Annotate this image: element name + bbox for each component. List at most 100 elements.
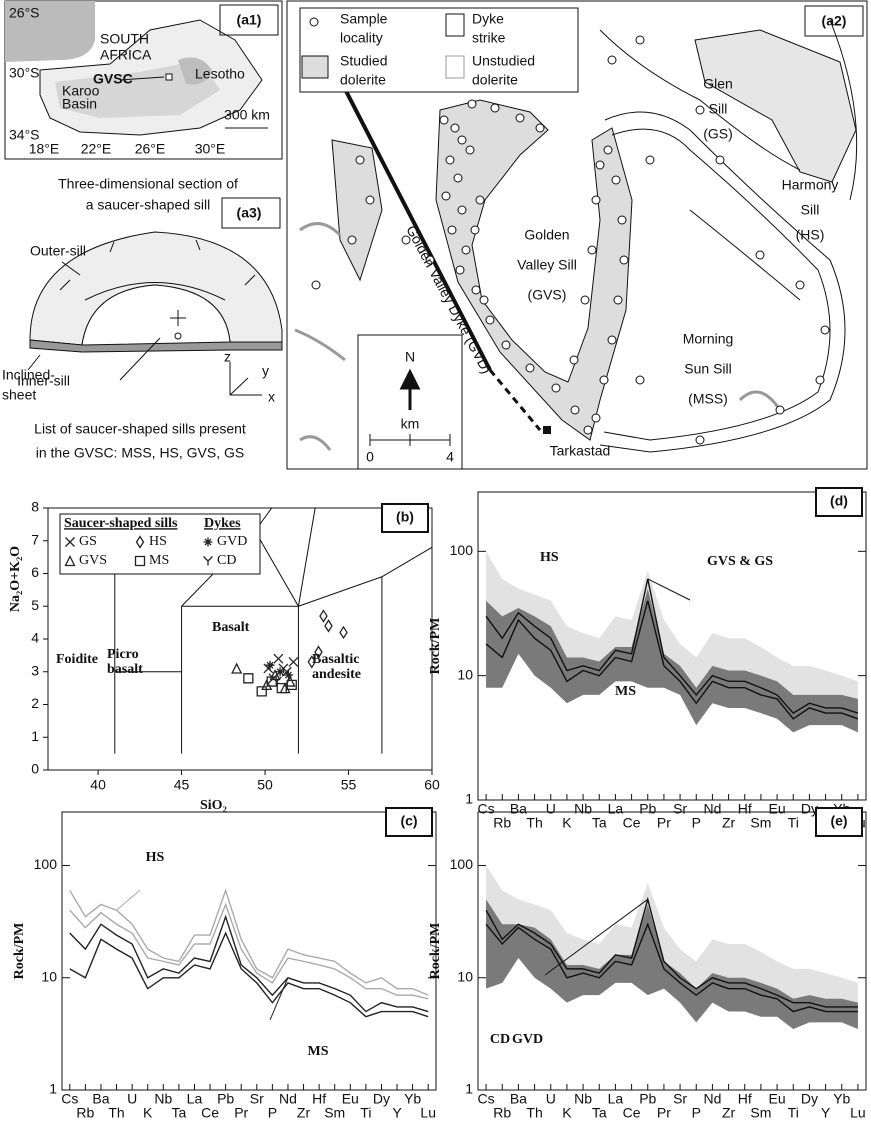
point [286,679,297,690]
a1-neighbour [5,1,95,62]
x-tick-label: Rb [76,1105,94,1121]
a3-title: Three-dimensional section of [58,176,238,192]
sample-locality [465,145,475,155]
scale-unit: km [401,416,420,432]
sample-locality [525,363,535,373]
legend-sample [309,17,319,27]
sample-locality [613,295,623,305]
annotation-leader [544,898,649,976]
y-tick-label: 100 [450,542,474,558]
a2-legend [299,7,579,93]
y-axis-label: Na₂O+K₂O [8,546,23,612]
sample-locality [815,375,825,385]
legend-label: Sample [340,11,388,27]
axis-letter: z [224,349,231,365]
sample-locality [645,155,655,165]
sample-locality [775,405,785,415]
x-tick-label: U [127,1091,137,1107]
sample-locality [587,245,597,255]
x-tick-label: P [692,815,701,831]
y-axis-label: Rock/PM [12,923,27,980]
gvd-dyke [328,59,492,371]
x-tick-label: Sr [673,1091,687,1107]
y-tick-label: 10 [41,968,57,984]
legend-box [59,513,261,575]
x-tick-label: Hf [738,801,752,817]
dip-symbol [170,310,186,326]
sill-label: (MSS) [688,391,728,407]
point [278,663,289,673]
axis-letter: y [262,363,269,379]
sill-label: Sill [709,101,728,117]
x-tick-label: Eu [769,1091,786,1107]
sample-locality [457,135,467,145]
field-label: andesite [312,667,361,682]
line [69,931,429,1018]
field-boundary [298,546,433,607]
field-label: HS [540,550,559,565]
legend-title: Dykes [204,516,241,531]
x-tick-label: Pr [657,1105,671,1121]
legend-label: dolerite [340,72,386,88]
x-tick-label: Ce [623,815,641,831]
sample-locality [607,335,617,345]
panel-tag: (e) [830,813,847,829]
lat-label: 30°S [9,65,40,81]
a2-frame [286,0,868,470]
field-label: Picro [107,647,139,662]
line [485,896,858,1008]
x-tick-label: Ba [510,1091,527,1107]
tag-box [221,197,281,229]
field-label: basalt [107,662,143,677]
x-tick-label: K [562,1105,572,1121]
tag-box [385,807,433,837]
sill-label: (GS) [703,126,733,142]
x-tick-label: Lu [420,1105,436,1121]
y-tick-label: 1 [465,791,473,807]
lon-label: 18°E [29,141,60,157]
series-label: CD [490,1032,510,1047]
glen-sill [694,29,857,183]
panel-tag: (a2) [822,13,847,29]
unstudied-dolerite [294,222,782,451]
sill-label: Sill [801,202,820,218]
sample-locality [599,375,609,385]
studied-outcrop [331,139,383,282]
point [273,653,284,664]
x-tick-label: Pb [639,801,656,817]
sill-label: Harmony [782,177,839,193]
town-label: Tarkastad [550,443,611,459]
x-tick-label: Ce [623,1105,641,1121]
x-tick-label: Dy [373,1091,390,1107]
sill-label: Sun Sill [684,361,731,377]
tag-box [815,807,863,837]
sample-locality [570,405,580,415]
sample-locality [347,235,357,245]
scale-bar [369,434,451,446]
line [69,902,429,1000]
point [275,667,285,677]
point [324,619,333,633]
scale-label: 300 km [224,107,270,123]
sample-locality [755,250,765,260]
x-tick-label: Ta [592,1105,607,1121]
x-tick-label: Ti [788,1105,799,1121]
x-tick-label: Y [392,1105,402,1121]
a1-gvsc-box [165,73,173,81]
sample-locality [311,280,321,290]
sample-locality [441,191,451,201]
field-label: Basaltic [312,652,359,667]
sample-locality [445,155,455,165]
legend-label: HS [149,534,167,549]
x-tick-label: Ba [510,801,527,817]
x-tick-label: P [268,1105,277,1121]
lon-label: 22°E [81,141,112,157]
sample-locality [457,205,467,215]
point [307,655,317,669]
sample-locality [611,175,621,185]
legend-marker [64,555,76,567]
y-tick-label: 6 [31,564,39,580]
x-tick-label: Cs [478,1091,495,1107]
legend-label: Studied [340,53,387,69]
tag-box [815,487,863,517]
